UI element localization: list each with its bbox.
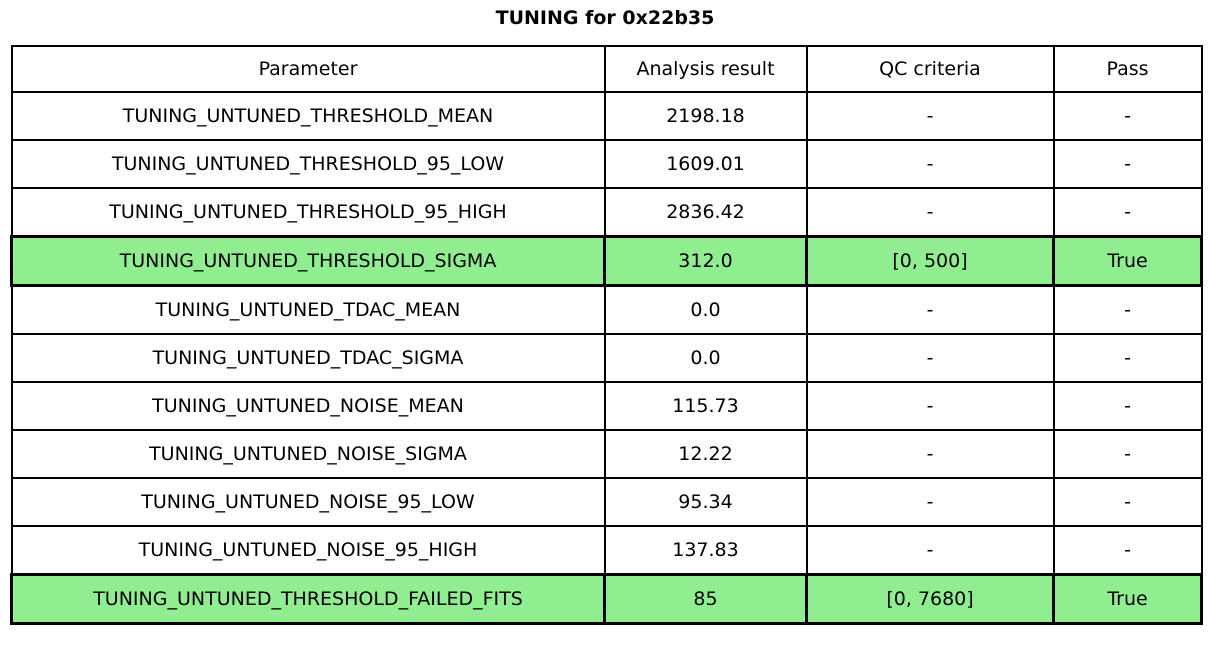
pass-cell: - [1052,477,1203,527]
figure-title: TUNING for 0x22b35 [495,7,715,29]
parameter-cell: TUNING_UNTUNED_THRESHOLD_MEAN [10,91,606,141]
header-analysis-result: Analysis result [603,45,808,93]
parameter-cell: TUNING_UNTUNED_TDAC_MEAN [10,284,606,335]
qc-criteria-cell: [0, 500] [805,235,1055,287]
qc-criteria-cell: [0, 7680] [805,573,1055,625]
pass-cell: - [1052,139,1203,189]
qc-criteria-cell: - [805,525,1055,576]
table-row: TUNING_UNTUNED_NOISE_MEAN 115.73 - - [10,381,1203,431]
table-row: TUNING_UNTUNED_THRESHOLD_95_HIGH 2836.42… [10,187,1203,238]
parameter-cell: TUNING_UNTUNED_NOISE_SIGMA [10,429,606,479]
parameter-cell: TUNING_UNTUNED_NOISE_95_HIGH [10,525,606,576]
qc-criteria-cell: - [805,91,1055,141]
header-pass: Pass [1052,45,1203,93]
header-parameter: Parameter [10,45,606,93]
qc-criteria-cell: - [805,284,1055,335]
analysis-result-cell: 0.0 [603,284,808,335]
qc-criteria-cell: - [805,429,1055,479]
table-row: TUNING_UNTUNED_THRESHOLD_SIGMA 312.0 [0,… [10,235,1203,287]
parameter-cell: TUNING_UNTUNED_NOISE_MEAN [10,381,606,431]
pass-cell: - [1052,187,1203,238]
analysis-result-cell: 95.34 [603,477,808,527]
header-qc-criteria: QC criteria [805,45,1055,93]
analysis-result-cell: 12.22 [603,429,808,479]
table-row: TUNING_UNTUNED_TDAC_MEAN 0.0 - - [10,284,1203,335]
table-row: TUNING_UNTUNED_TDAC_SIGMA 0.0 - - [10,333,1203,383]
table-row: TUNING_UNTUNED_NOISE_95_HIGH 137.83 - - [10,525,1203,576]
qc-criteria-cell: - [805,187,1055,238]
parameter-cell: TUNING_UNTUNED_THRESHOLD_95_LOW [10,139,606,189]
analysis-result-cell: 1609.01 [603,139,808,189]
parameter-cell: TUNING_UNTUNED_THRESHOLD_SIGMA [10,235,606,287]
qc-results-table: Parameter Analysis result QC criteria Pa… [10,45,1203,625]
table-row: TUNING_UNTUNED_THRESHOLD_MEAN 2198.18 - … [10,91,1203,141]
pass-cell: - [1052,381,1203,431]
qc-criteria-cell: - [805,381,1055,431]
pass-cell: - [1052,525,1203,576]
analysis-result-cell: 85 [603,573,808,625]
parameter-cell: TUNING_UNTUNED_TDAC_SIGMA [10,333,606,383]
analysis-result-cell: 0.0 [603,333,808,383]
pass-cell: True [1052,573,1203,625]
qc-criteria-cell: - [805,477,1055,527]
analysis-result-cell: 312.0 [603,235,808,287]
pass-cell: - [1052,284,1203,335]
parameter-cell: TUNING_UNTUNED_NOISE_95_LOW [10,477,606,527]
qc-criteria-cell: - [805,139,1055,189]
analysis-result-cell: 137.83 [603,525,808,576]
table-body: TUNING_UNTUNED_THRESHOLD_MEAN 2198.18 - … [10,91,1203,625]
parameter-cell: TUNING_UNTUNED_THRESHOLD_FAILED_FITS [10,573,606,625]
pass-cell: - [1052,91,1203,141]
table-row: TUNING_UNTUNED_THRESHOLD_FAILED_FITS 85 … [10,573,1203,625]
pass-cell: - [1052,429,1203,479]
analysis-result-cell: 2198.18 [603,91,808,141]
table-row: TUNING_UNTUNED_NOISE_95_LOW 95.34 - - [10,477,1203,527]
table-row: TUNING_UNTUNED_THRESHOLD_95_LOW 1609.01 … [10,139,1203,189]
analysis-result-cell: 2836.42 [603,187,808,238]
parameter-cell: TUNING_UNTUNED_THRESHOLD_95_HIGH [10,187,606,238]
table-row: TUNING_UNTUNED_NOISE_SIGMA 12.22 - - [10,429,1203,479]
header-row: Parameter Analysis result QC criteria Pa… [10,45,1203,93]
pass-cell: - [1052,333,1203,383]
qc-criteria-cell: - [805,333,1055,383]
analysis-result-cell: 115.73 [603,381,808,431]
pass-cell: True [1052,235,1203,287]
